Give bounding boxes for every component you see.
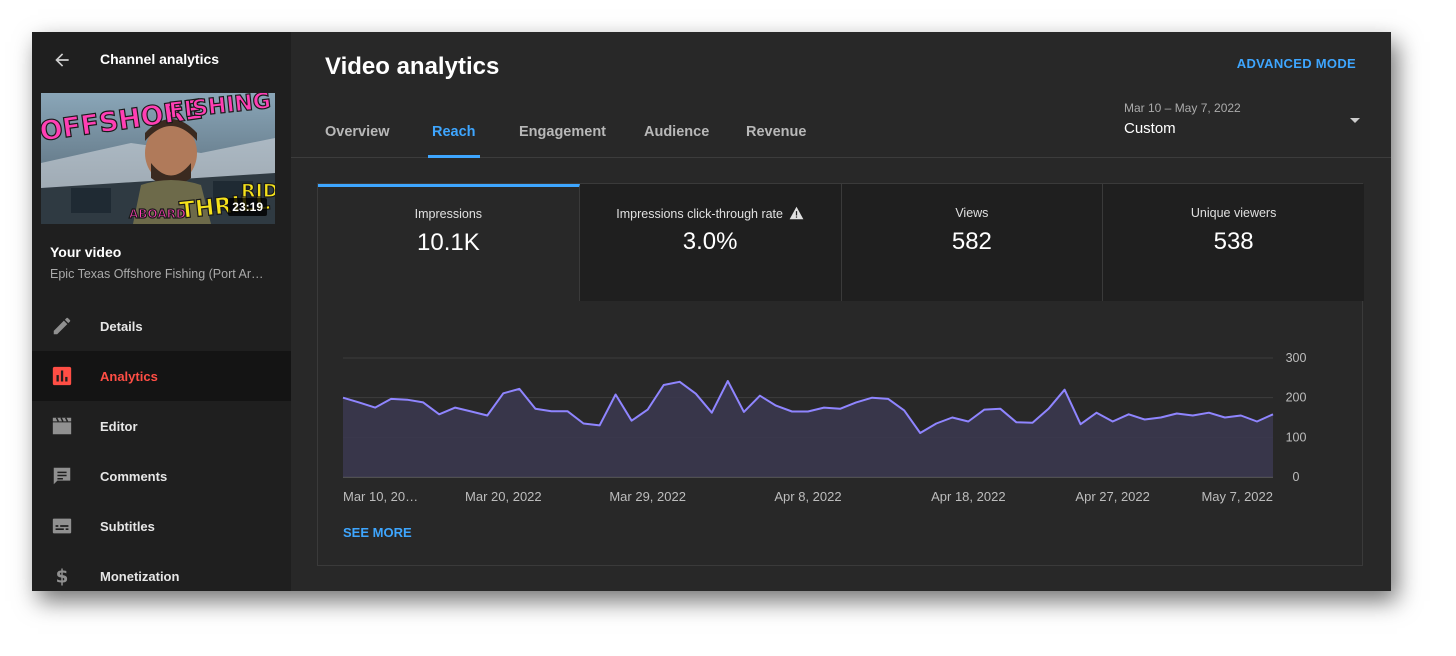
- impressions-chart: 0 100 200 300 Mar 10, 20… Mar 20, 2022 Mar 29,…: [342, 351, 1307, 504]
- x-tick-label: Apr 8, 2022: [774, 489, 841, 504]
- warning-icon[interactable]: [789, 206, 804, 220]
- chevron-down-icon: [1350, 118, 1360, 123]
- sidebar-item-label: Comments: [100, 468, 168, 484]
- metric-tabs: Impressions 10.1K Impressions click-thro…: [318, 184, 1364, 301]
- y-tick-label: 300: [1286, 351, 1307, 365]
- x-tick-label: Mar 29, 2022: [609, 489, 686, 504]
- sidebar: Channel analytics: [32, 32, 291, 591]
- tab-engagement[interactable]: Engagement: [519, 124, 607, 140]
- metric-label-text: Impressions click-through rate: [616, 207, 783, 221]
- your-video-label: Your video: [50, 244, 122, 260]
- impressions-area: [343, 381, 1273, 477]
- impressions-line: [342, 380, 1274, 434]
- metric-label: Views: [842, 206, 1103, 220]
- y-tick-label: 0: [1293, 470, 1300, 484]
- dollar-icon: $: [56, 566, 69, 587]
- x-tick-label: Apr 18, 2022: [931, 489, 1005, 504]
- sidebar-item-details[interactable]: Details: [32, 301, 291, 351]
- tab-overview[interactable]: Overview: [325, 124, 390, 140]
- y-tick-label: 100: [1286, 430, 1307, 444]
- metric-label: Impressions: [318, 207, 579, 221]
- date-preset-value: Custom: [1124, 120, 1176, 137]
- date-range-dropdown[interactable]: Mar 10 – May 7, 2022 Custom: [1124, 98, 1360, 144]
- sidebar-item-label: Analytics: [100, 368, 158, 384]
- sidebar-item-comments[interactable]: Comments: [32, 451, 291, 501]
- metric-label: Impressions click-through rate: [580, 206, 841, 221]
- clapperboard-icon: [52, 417, 72, 435]
- y-tick-label: 200: [1286, 391, 1307, 405]
- sidebar-item-label: Subtitles: [100, 518, 155, 534]
- thumb-text-5: RIDE: [241, 180, 275, 202]
- x-tick-label: Mar 20, 2022: [465, 489, 542, 504]
- main-content: Video analytics ADVANCED MODE Overview R…: [291, 32, 1391, 591]
- metric-value: 3.0%: [682, 228, 738, 255]
- page-title: Video analytics: [325, 53, 500, 80]
- video-thumbnail[interactable]: OFFSHORE FISHING ABOARD THRILL RIDE 23:1…: [41, 93, 275, 224]
- video-duration: 23:19: [228, 198, 267, 216]
- date-range-text: Mar 10 – May 7, 2022: [1124, 101, 1241, 115]
- video-title: Epic Texas Offshore Fishing (Port Ar…: [50, 267, 264, 281]
- see-more-link[interactable]: SEE MORE: [343, 525, 412, 540]
- thumb-text-3: ABOARD: [129, 207, 186, 221]
- metric-ctr[interactable]: Impressions click-through rate 3.0%: [579, 184, 842, 301]
- metric-value: 538: [1213, 228, 1254, 255]
- x-tick-label: Apr 27, 2022: [1075, 489, 1149, 504]
- reach-card: Impressions 10.1K Impressions click-thro…: [317, 183, 1364, 566]
- sidebar-nav: Details Analytics Editor: [32, 301, 291, 591]
- metric-label-text: Unique viewers: [1190, 206, 1277, 220]
- studio-window: Channel analytics: [32, 32, 1391, 591]
- back-arrow-icon[interactable]: [52, 50, 72, 70]
- sidebar-item-label: Monetization: [100, 568, 180, 584]
- tab-reach[interactable]: Reach: [428, 124, 480, 158]
- sidebar-item-editor[interactable]: Editor: [32, 401, 291, 451]
- metric-views[interactable]: Views 582: [841, 184, 1104, 301]
- metric-value: 582: [951, 228, 992, 255]
- x-tick-label: May 7, 2022: [1201, 489, 1273, 504]
- tab-bar: Overview Reach Engagement Audience Reven…: [291, 112, 1391, 158]
- sidebar-header: Channel analytics: [32, 32, 291, 88]
- metric-label: Unique viewers: [1103, 206, 1364, 220]
- sidebar-item-analytics[interactable]: Analytics: [32, 351, 291, 401]
- metric-impressions[interactable]: Impressions 10.1K: [318, 184, 580, 301]
- metric-label-text: Views: [955, 206, 989, 220]
- x-tick-label: Mar 10, 20…: [343, 489, 418, 504]
- analytics-icon: [52, 366, 72, 386]
- pencil-icon: [53, 317, 71, 335]
- metric-unique-viewers[interactable]: Unique viewers 538: [1103, 184, 1364, 301]
- sidebar-title: Channel analytics: [100, 51, 220, 67]
- sidebar-item-subtitles[interactable]: Subtitles: [32, 501, 291, 551]
- metric-value: 10.1K: [417, 229, 480, 256]
- tab-audience[interactable]: Audience: [644, 124, 710, 140]
- advanced-mode-button[interactable]: ADVANCED MODE: [1236, 56, 1356, 71]
- tab-revenue[interactable]: Revenue: [746, 124, 807, 140]
- sidebar-item-monetization[interactable]: $ Monetization: [32, 551, 291, 591]
- svg-text:$: $: [56, 566, 69, 587]
- sidebar-item-label: Details: [100, 318, 143, 334]
- sidebar-item-label: Editor: [100, 418, 138, 434]
- comment-icon: [53, 467, 71, 485]
- subtitles-icon: [52, 518, 72, 534]
- metric-label-text: Impressions: [414, 207, 483, 221]
